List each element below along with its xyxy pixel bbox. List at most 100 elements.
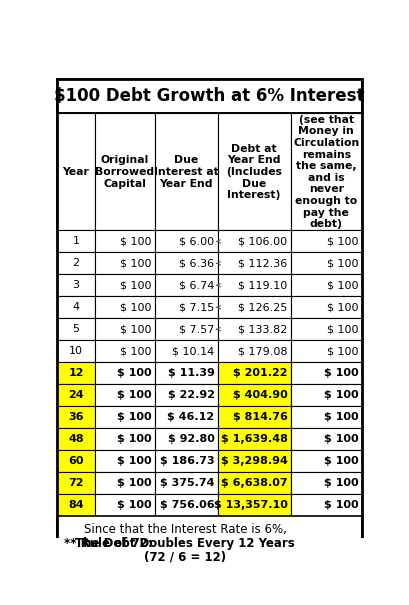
Bar [291,406,362,428]
Text: $ 179.08: $ 179.08 [238,346,288,356]
Text: 10: 10 [69,346,83,356]
Text: 24: 24 [68,390,84,400]
Text: $ 11.39: $ 11.39 [168,368,215,378]
Bar [218,384,291,406]
Bar [155,384,218,406]
Bar [291,450,362,472]
Bar [218,428,291,450]
Text: $ 100: $ 100 [120,280,151,290]
Bar [155,450,218,472]
Text: $ 100: $ 100 [327,302,359,312]
Bar [155,472,218,494]
Bar [218,231,291,252]
Text: $ 100: $ 100 [324,456,359,466]
Bar [291,472,362,494]
Text: $ 100: $ 100 [324,434,359,444]
Bar [57,340,94,362]
Bar [94,494,155,515]
Text: $ 100: $ 100 [120,302,151,312]
Text: $ 119.10: $ 119.10 [238,280,288,290]
Text: $ 100: $ 100 [117,434,151,444]
Text: $ 6.36: $ 6.36 [180,258,215,269]
Text: Debt at
Year End
(Includes
Due
Interest): Debt at Year End (Includes Due Interest) [226,144,282,200]
Text: $ 100: $ 100 [327,237,359,246]
Bar [57,450,94,472]
Bar [155,274,218,296]
Text: Original
Borrowed
Capital: Original Borrowed Capital [95,155,154,189]
Bar [94,252,155,274]
Text: $ 100: $ 100 [324,478,359,488]
Text: 12: 12 [68,368,84,378]
Bar [94,406,155,428]
Text: $ 126.25: $ 126.25 [238,302,288,312]
Text: $ 100: $ 100 [120,237,151,246]
Text: $ 100: $ 100 [327,258,359,269]
Bar [57,515,362,571]
Text: $ 6.00: $ 6.00 [180,237,215,246]
Text: $ 100: $ 100 [117,500,151,510]
Bar [94,450,155,472]
Text: $ 100: $ 100 [120,346,151,356]
Bar [94,362,155,384]
Text: 2: 2 [72,258,79,269]
Text: 1: 1 [72,237,79,246]
Text: $ 100: $ 100 [327,324,359,334]
Text: $ 100: $ 100 [327,346,359,356]
Text: 3: 3 [72,280,79,290]
Bar [218,318,291,340]
Text: $ 46.12: $ 46.12 [168,412,215,422]
Bar [94,340,155,362]
Bar [291,113,362,231]
Text: $ 100: $ 100 [324,412,359,422]
Text: $ 22.92: $ 22.92 [168,390,215,400]
Bar [57,362,94,384]
Text: Year: Year [63,167,90,177]
Text: $ 100: $ 100 [120,324,151,334]
Bar [57,113,362,231]
Text: $ 133.82: $ 133.82 [238,324,288,334]
Bar [57,318,94,340]
Bar [57,79,362,113]
Text: $ 92.80: $ 92.80 [168,434,215,444]
Bar [94,384,155,406]
Text: $ 3,298.94: $ 3,298.94 [220,456,288,466]
Text: $ 100: $ 100 [117,368,151,378]
Text: $ 6,638.07: $ 6,638.07 [221,478,288,488]
Bar [57,428,94,450]
Bar [218,296,291,318]
Bar [155,296,218,318]
Text: $100 Debt Growth at 6% Interest: $100 Debt Growth at 6% Interest [54,87,365,105]
Text: $ 100: $ 100 [324,500,359,510]
Text: 60: 60 [68,456,84,466]
Bar [94,296,155,318]
Text: 48: 48 [68,434,84,444]
Bar [155,231,218,252]
Bar [94,428,155,450]
Bar [57,252,94,274]
Text: $ 100: $ 100 [324,368,359,378]
Bar [57,472,94,494]
Text: $ 100: $ 100 [117,478,151,488]
Bar [155,252,218,274]
Text: Due
Interest at
Year End: Due Interest at Year End [154,155,218,189]
Bar [291,296,362,318]
Bar [218,450,291,472]
Text: 84: 84 [68,500,84,510]
Text: $ 10.14: $ 10.14 [172,346,215,356]
Text: $ 1,639.48: $ 1,639.48 [220,434,288,444]
Text: Since that the Interest Rate is 6%,: Since that the Interest Rate is 6%, [84,523,287,537]
Text: 4: 4 [72,302,79,312]
Text: $ 814.76: $ 814.76 [233,412,288,422]
Bar [291,252,362,274]
Text: 36: 36 [68,412,84,422]
Text: The Debt Doubles Every 12 Years: The Debt Doubles Every 12 Years [75,537,295,550]
Bar [218,340,291,362]
Text: $ 100: $ 100 [327,280,359,290]
Bar [218,274,291,296]
Text: $ 100: $ 100 [117,456,151,466]
Text: $ 100: $ 100 [117,412,151,422]
Bar [291,318,362,340]
Bar [155,340,218,362]
Text: $ 100: $ 100 [120,258,151,269]
Bar [291,274,362,296]
